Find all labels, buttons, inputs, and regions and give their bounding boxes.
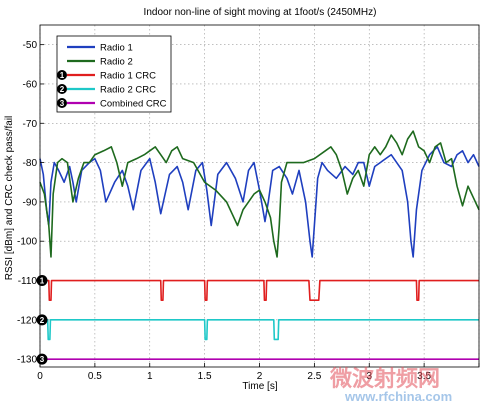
x-tick-label-6: 3 (366, 371, 372, 382)
chart-title: Indoor non-line of sight moving at 1foot… (144, 7, 377, 18)
legend-label-1: Radio 2 (100, 57, 133, 68)
y-axis-ticks: -130 -120 -110 -100 -90 -80 -70 -60 -50 (17, 40, 44, 366)
legend-label-2: Radio 1 CRC (100, 71, 156, 82)
legend-marker-label-1: 1 (60, 71, 65, 80)
legend-marker-label-2: 2 (60, 85, 65, 94)
legend-items: Radio 1 Radio 2 Radio 1 CRC 1 Radio 2 CRC 2 Co… (57, 43, 167, 110)
x-tick-label-2: 1 (147, 371, 153, 382)
series-line-radio-1-crc (40, 279, 479, 301)
series-line-radio-1 (39, 146, 480, 258)
legend-label-4: Combined CRC (100, 99, 167, 110)
series-group (39, 130, 480, 360)
x-tick-label-5: 2.5 (307, 371, 321, 382)
crc-markers: 1 2 3 (36, 275, 48, 365)
crc-marker-label-2: 2 (40, 316, 45, 325)
legend: Radio 1 Radio 2 Radio 1 CRC 1 Radio 2 CRC 2 Co… (56, 35, 172, 113)
y-tick-label-5: -80 (23, 158, 38, 169)
x-axis-ticks: 0 0.5 1 1.5 2 2.5 3 3.5 (37, 363, 480, 382)
legend-marker-2 (57, 84, 67, 94)
x-tick-label-0: 0 (37, 371, 43, 382)
watermark: 微波射频网 www.rfchina.com (329, 366, 452, 404)
x-tick-label-3: 1.5 (198, 371, 212, 382)
crc-marker-3 (36, 353, 48, 365)
x-tick-label-1: 0.5 (88, 371, 102, 382)
crc-marker-label-1: 1 (40, 277, 45, 286)
crc-marker-2 (36, 314, 48, 326)
y-tick-label-2: -110 (18, 276, 38, 287)
series-line-radio-2 (39, 130, 480, 258)
y-tick-label-4: -90 (23, 197, 38, 208)
y-tick-label-3: -100 (17, 237, 37, 248)
y-tick-label-8: -50 (23, 40, 38, 51)
y-tick-label-1: -120 (17, 315, 37, 326)
y-axis-label: RSSI [dBm] and CRC check pass/fail (4, 116, 15, 281)
legend-marker-3 (57, 98, 67, 108)
watermark-cn: 微波射频网 (329, 366, 440, 391)
legend-label-3: Radio 2 CRC (100, 85, 156, 96)
x-axis-label: Time [s] (242, 381, 277, 392)
crc-marker-label-3: 3 (40, 355, 45, 364)
x-tick-label-4: 2 (257, 371, 263, 382)
legend-marker-1 (57, 70, 67, 80)
y-tick-label-0: -130 (17, 355, 37, 366)
legend-label-0: Radio 1 (100, 43, 133, 54)
x-tick-label-7: 3.5 (417, 371, 431, 382)
y-tick-label-7: -60 (23, 79, 38, 90)
legend-marker-label-3: 3 (60, 99, 65, 108)
crc-marker-1 (36, 275, 48, 287)
watermark-url: www.rfchina.com (344, 389, 452, 404)
y-tick-label-6: -70 (23, 119, 38, 130)
series-line-radio-2-crc (40, 319, 479, 341)
